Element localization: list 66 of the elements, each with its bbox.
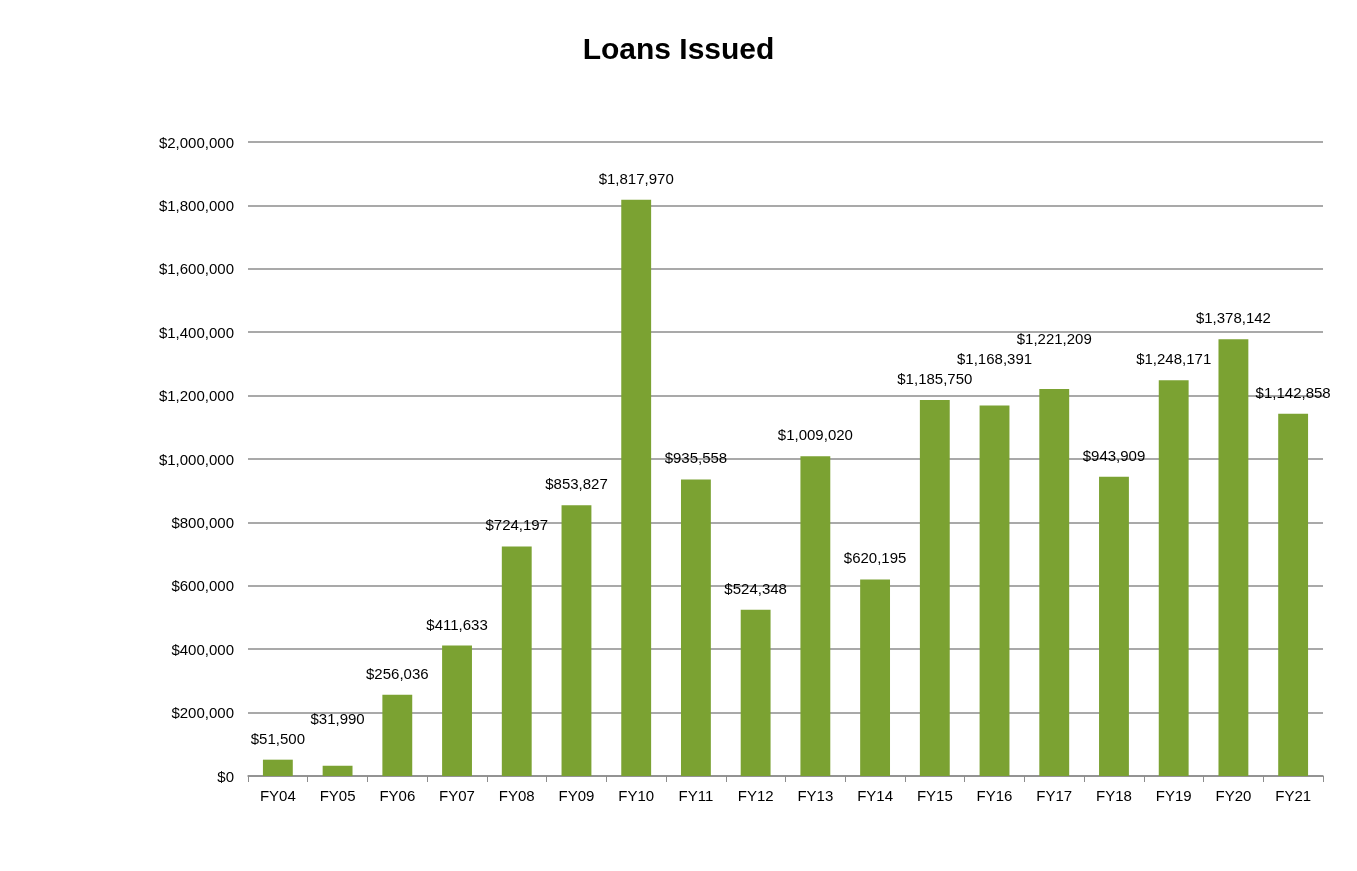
- bar: [800, 456, 831, 776]
- x-tick-label: FY04: [259, 787, 296, 804]
- x-tick-label: FY13: [797, 787, 834, 804]
- bar: [860, 579, 891, 776]
- y-tick-label: $1,800,000: [158, 196, 234, 214]
- data-label: $724,197: [485, 516, 549, 534]
- y-tick-label: $200,000: [171, 704, 234, 722]
- data-label: $1,185,750: [897, 370, 973, 388]
- data-label: $620,195: [843, 549, 907, 567]
- bar: [442, 645, 472, 776]
- x-tick-label: FY11: [678, 787, 714, 804]
- data-label: $1,221,209: [1016, 330, 1092, 348]
- y-tick-label: $2,000,000: [158, 133, 234, 151]
- bar: [979, 405, 1010, 776]
- y-tick-label: $1,600,000: [158, 260, 234, 278]
- data-label: $1,009,020: [777, 426, 853, 444]
- bar: [1218, 339, 1249, 776]
- x-tick-label: FY21: [1275, 787, 1312, 804]
- x-tick-label: FY19: [1155, 787, 1192, 804]
- data-label: $1,817,970: [598, 169, 674, 187]
- x-tick-label: FY08: [498, 787, 535, 804]
- x-tick-label: FY14: [857, 787, 894, 804]
- data-label: $256,036: [366, 664, 429, 682]
- x-tick-label: FY05: [319, 787, 356, 804]
- bar: [322, 765, 353, 776]
- bar: [1099, 476, 1129, 776]
- bar: [561, 505, 592, 776]
- y-tick-label: $1,400,000: [158, 323, 234, 341]
- bar: [919, 400, 950, 776]
- bar: [262, 759, 293, 776]
- y-tick-label: $800,000: [171, 513, 234, 531]
- x-tick-label: FY09: [558, 787, 595, 804]
- x-tick-label: FY07: [439, 787, 475, 804]
- bar: [1278, 413, 1309, 776]
- bar: [501, 546, 532, 776]
- x-tick-label: FY20: [1215, 787, 1252, 804]
- data-label: $31,990: [310, 709, 365, 727]
- x-tick-label: FY16: [976, 787, 1013, 804]
- y-tick-label: $0: [217, 767, 234, 785]
- bar: [1039, 388, 1070, 776]
- data-label: $1,142,858: [1255, 383, 1331, 401]
- y-tick-label: $1,200,000: [158, 387, 234, 405]
- bar: [382, 694, 413, 776]
- data-label: $943,909: [1082, 446, 1146, 464]
- data-label: $1,248,171: [1136, 350, 1212, 368]
- x-tick-label: FY10: [618, 787, 655, 804]
- bar: [621, 199, 652, 776]
- y-tick-label: $600,000: [171, 577, 234, 595]
- bar: [680, 479, 711, 776]
- bar: [1158, 380, 1189, 776]
- x-tick-label: FY17: [1036, 787, 1073, 804]
- data-label: $524,348: [724, 579, 787, 597]
- x-tick-label: FY15: [916, 787, 953, 804]
- data-label: $935,558: [664, 449, 728, 467]
- x-tick-label: FY12: [737, 787, 774, 804]
- y-tick-label: $400,000: [171, 640, 234, 658]
- data-label: $1,378,142: [1195, 309, 1271, 327]
- data-label: $1,168,391: [956, 350, 1033, 368]
- bar: [740, 609, 771, 776]
- x-tick-label: FY06: [379, 787, 416, 804]
- chart-title: Loans Issued: [582, 31, 775, 65]
- y-tick-label: $1,000,000: [158, 450, 234, 468]
- data-label: $853,827: [545, 475, 608, 493]
- x-tick-label: FY18: [1096, 787, 1132, 804]
- data-label: $411,633: [426, 615, 488, 633]
- data-label: $51,500: [250, 729, 305, 747]
